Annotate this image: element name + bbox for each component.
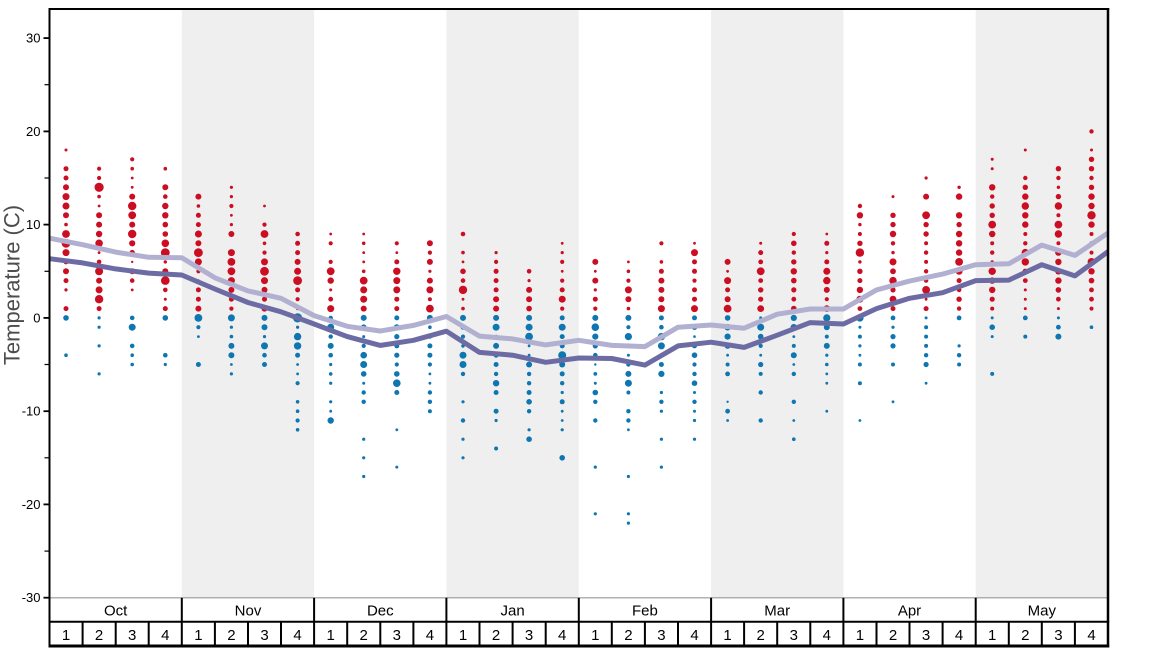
svg-text:Nov: Nov bbox=[235, 603, 262, 620]
svg-text:20: 20 bbox=[26, 124, 40, 139]
svg-text:4: 4 bbox=[558, 627, 566, 644]
svg-text:1: 1 bbox=[723, 627, 731, 644]
svg-text:3: 3 bbox=[922, 627, 930, 644]
svg-text:2: 2 bbox=[95, 627, 103, 644]
svg-text:4: 4 bbox=[293, 627, 301, 644]
svg-text:1: 1 bbox=[62, 627, 70, 644]
svg-text:1: 1 bbox=[856, 627, 864, 644]
svg-text:3: 3 bbox=[1054, 627, 1062, 644]
svg-text:2: 2 bbox=[360, 627, 368, 644]
svg-text:Apr: Apr bbox=[898, 603, 921, 620]
svg-text:Oct: Oct bbox=[104, 603, 128, 620]
svg-text:2: 2 bbox=[492, 627, 500, 644]
svg-text:4: 4 bbox=[161, 627, 169, 644]
svg-text:3: 3 bbox=[790, 627, 798, 644]
svg-text:-30: -30 bbox=[22, 590, 41, 605]
svg-text:4: 4 bbox=[823, 627, 831, 644]
svg-text:Temperature (C): Temperature (C) bbox=[0, 205, 25, 365]
svg-text:3: 3 bbox=[525, 627, 533, 644]
svg-text:3: 3 bbox=[128, 627, 136, 644]
svg-text:1: 1 bbox=[327, 627, 335, 644]
svg-text:2: 2 bbox=[624, 627, 632, 644]
svg-text:3: 3 bbox=[260, 627, 268, 644]
svg-text:3: 3 bbox=[657, 627, 665, 644]
svg-text:4: 4 bbox=[690, 627, 698, 644]
svg-text:2: 2 bbox=[1021, 627, 1029, 644]
svg-text:3: 3 bbox=[393, 627, 401, 644]
svg-text:-20: -20 bbox=[22, 497, 41, 512]
svg-text:2: 2 bbox=[227, 627, 235, 644]
svg-text:10: 10 bbox=[26, 217, 40, 232]
svg-text:Dec: Dec bbox=[367, 603, 394, 620]
svg-text:4: 4 bbox=[955, 627, 963, 644]
svg-text:2: 2 bbox=[889, 627, 897, 644]
svg-text:-10: -10 bbox=[22, 404, 41, 419]
svg-text:2: 2 bbox=[757, 627, 765, 644]
svg-text:30: 30 bbox=[26, 31, 40, 46]
svg-text:1: 1 bbox=[194, 627, 202, 644]
svg-text:1: 1 bbox=[591, 627, 599, 644]
svg-text:1: 1 bbox=[988, 627, 996, 644]
svg-text:1: 1 bbox=[459, 627, 467, 644]
svg-text:Mar: Mar bbox=[764, 603, 790, 620]
svg-text:4: 4 bbox=[426, 627, 434, 644]
svg-text:0: 0 bbox=[33, 310, 40, 325]
svg-text:4: 4 bbox=[1087, 627, 1095, 644]
svg-text:Feb: Feb bbox=[632, 603, 658, 620]
svg-text:May: May bbox=[1028, 603, 1057, 620]
svg-text:Jan: Jan bbox=[501, 603, 525, 620]
